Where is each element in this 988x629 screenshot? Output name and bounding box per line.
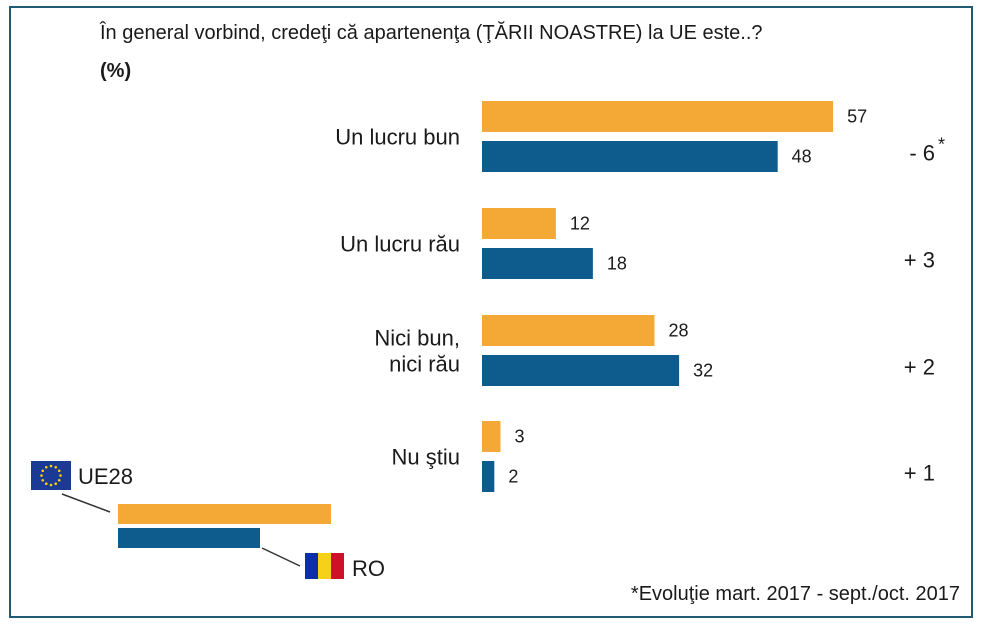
- change-label-2: + 2: [904, 355, 935, 380]
- change-asterisk: *: [938, 135, 945, 155]
- data-label-ro-2: 32: [693, 361, 713, 381]
- bar-ro-2: [482, 355, 680, 386]
- data-label-ro-1: 18: [607, 254, 627, 274]
- bars-layer: 57 48 Un lucru bun - 6 * 12 18 Un lucru rău + 3 2…: [335, 101, 945, 492]
- bar-ro-1: [482, 248, 593, 279]
- category-label-0: Un lucru bun: [335, 125, 460, 150]
- eu-flag-icon: [31, 461, 71, 490]
- change-label-0: - 6: [909, 141, 935, 166]
- data-label-ue28-2: 28: [668, 321, 688, 341]
- data-label-ue28-0: 57: [847, 107, 867, 127]
- data-label-ue28-3: 3: [514, 427, 524, 447]
- eu-star: [41, 478, 45, 482]
- bar-ue28-0: [482, 101, 834, 132]
- chart-unit: (%): [100, 60, 132, 82]
- legend-swatch-ro: [118, 528, 260, 548]
- eu-star: [57, 469, 61, 473]
- eu-star: [49, 483, 53, 487]
- change-label-3: + 1: [904, 461, 935, 486]
- bar-ue28-3: [482, 421, 501, 452]
- legend-label-ro: RO: [352, 556, 385, 581]
- bar-ro-0: [482, 141, 778, 172]
- bar-ue28-1: [482, 208, 556, 239]
- legend: UE28 RO: [31, 461, 385, 581]
- eu-star: [59, 474, 62, 477]
- legend-leader-line-ue28: [61, 493, 111, 513]
- data-label-ue28-1: 12: [570, 214, 590, 234]
- legend-label-ue28: UE28: [78, 464, 133, 489]
- change-label-1: + 3: [904, 248, 935, 273]
- category-label-2: Nici bun, nici rău: [374, 326, 460, 377]
- ro-flag-icon: [305, 553, 344, 579]
- legend-leader-line-ro: [261, 547, 301, 567]
- eu-star: [54, 482, 58, 486]
- category-label-3: Nu ştiu: [392, 445, 460, 470]
- eu-star: [44, 465, 48, 469]
- data-label-ro-0: 48: [792, 147, 812, 167]
- legend-swatch-ue28: [118, 504, 331, 524]
- eu-star: [54, 465, 58, 469]
- eu-star: [44, 482, 48, 486]
- category-label-1: Un lucru rău: [340, 232, 460, 257]
- bar-ro-3: [482, 461, 495, 492]
- eu-star: [49, 464, 53, 468]
- chart-title: În general vorbind, credeţi că apartenen…: [100, 22, 763, 44]
- eu-star: [57, 478, 61, 482]
- bar-ue28-2: [482, 315, 655, 346]
- eu-star: [40, 474, 43, 477]
- eu-star: [41, 469, 45, 473]
- data-label-ro-3: 2: [508, 467, 518, 487]
- footnote: *Evoluţie mart. 2017 - sept./oct. 2017: [630, 583, 960, 605]
